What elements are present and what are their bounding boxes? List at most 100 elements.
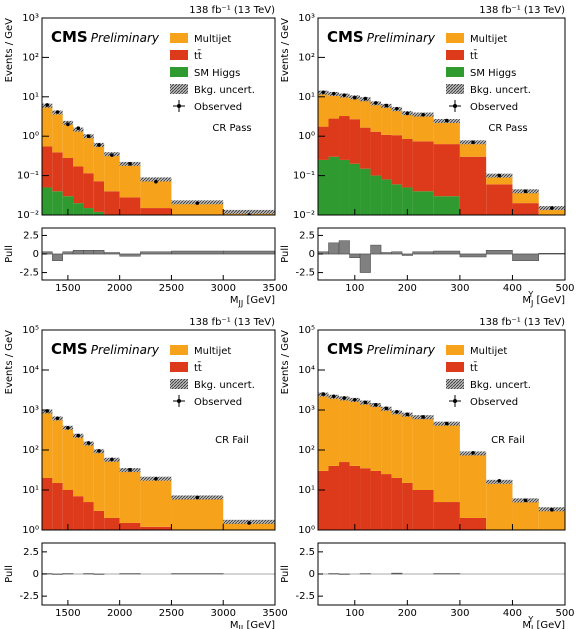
legend-label: Multijet [194,34,231,45]
stack-bar [42,105,53,147]
stack-bar [459,142,487,157]
x-tick-label: 2500 [159,608,184,619]
stack-bar [140,478,172,527]
stack-bar [349,465,361,530]
y-tick-label: 10⁰ [22,525,39,536]
stack-bar [512,203,539,215]
stack-bar [42,146,53,188]
stack-bar [486,481,513,530]
stack-bar [328,93,340,119]
y-tick-label: 10¹ [298,92,315,103]
stack-bar [486,184,513,215]
x-tick-label: 200 [398,283,417,294]
pull-y-tick-label: -2.5 [19,591,39,602]
y-tick-label: 10¹ [22,485,39,496]
stack-bar [328,465,340,530]
observed-point [331,91,336,96]
legend-swatch [446,362,464,372]
stack-bar [402,414,413,483]
y-tick-label: 10³ [22,13,39,24]
observed-point [76,433,81,438]
legend-label: SM Higgs [470,68,516,79]
stack-bar [73,496,84,530]
region-label: CR Pass [212,123,251,134]
x-axis-title: MJY [GeV] [522,615,565,629]
cms-label: CMS Preliminary [51,28,160,46]
stack-bar [381,134,392,180]
legend-marker [177,399,181,403]
legend-swatch [170,379,188,389]
legend-label: Bkg. uncert. [194,85,255,96]
observed-point [128,467,132,472]
preliminary: Preliminary [367,31,436,45]
legend-label: Multijet [470,346,507,357]
cms-label: CMS Preliminary [327,340,436,358]
pull-bar [338,240,350,255]
axes-frame [317,17,566,216]
stack-bar [412,191,434,215]
stack-bar [370,103,382,132]
cms: CMS [327,28,364,46]
stack-bar [370,175,382,215]
observed-point [55,416,60,421]
stack-bar [402,113,413,139]
pull-bar [72,250,84,255]
stack-bar [328,396,340,466]
stack-bar [93,211,105,215]
pull-y-tick-label: -2.5 [295,591,315,602]
region-label: CR Pass [488,123,527,134]
pull-axis-title: Pull [280,565,291,583]
stack-bar [42,187,53,215]
observed-point [374,101,378,105]
y-tick-label: 10³ [22,405,39,416]
pull-bar [83,250,95,255]
stack-bar [349,97,361,120]
x-axis-title: MJY [GeV] [522,290,565,308]
observed-point [405,412,410,417]
x-tick-label: 300 [450,608,469,619]
legend-label: Bkg. uncert. [194,380,255,391]
stack-bar [391,477,403,530]
uncertainty-band [223,209,275,214]
stack-bar [42,411,53,478]
stack-bar [83,443,94,503]
stack-bar [433,423,460,503]
observed-point [421,112,425,117]
pull-bar [459,253,487,258]
x-tick-label: 200 [398,608,417,619]
observed-point [444,421,449,426]
y-tick-label: 10¹ [298,485,315,496]
legend-label: Multijet [470,34,507,45]
x-tick-label: 400 [503,283,522,294]
y-tick-label: 10³ [298,405,315,416]
uncertainty-band [140,177,172,182]
stack-bar [391,184,403,215]
observed-point [363,96,368,101]
observed-point [97,143,101,147]
stack-bar [512,500,539,530]
stack-bar [318,159,329,215]
stack-bar [93,144,105,182]
x-tick-label: 3500 [262,283,287,294]
legend-label: tt̄ [194,361,202,374]
stack-bar [104,459,120,518]
stack-bar [486,175,513,185]
observed-point [195,495,200,500]
stack-bar [433,196,460,215]
stack-bar [339,398,350,463]
observed-point [331,394,336,399]
cms: CMS [327,340,364,358]
stack-bar [370,405,382,471]
stack-bar [433,144,460,197]
stack-bar [381,105,392,135]
stack-bar [433,502,460,530]
stack-bar [412,490,434,530]
stack-bar [83,136,94,174]
x-unit: [GeV] [533,620,565,629]
legend-label: Observed [194,102,242,113]
region-label: CR Fail [215,435,249,446]
legend-label: tt̄ [470,361,478,374]
observed-point [523,189,528,194]
stack-bar [73,166,84,204]
